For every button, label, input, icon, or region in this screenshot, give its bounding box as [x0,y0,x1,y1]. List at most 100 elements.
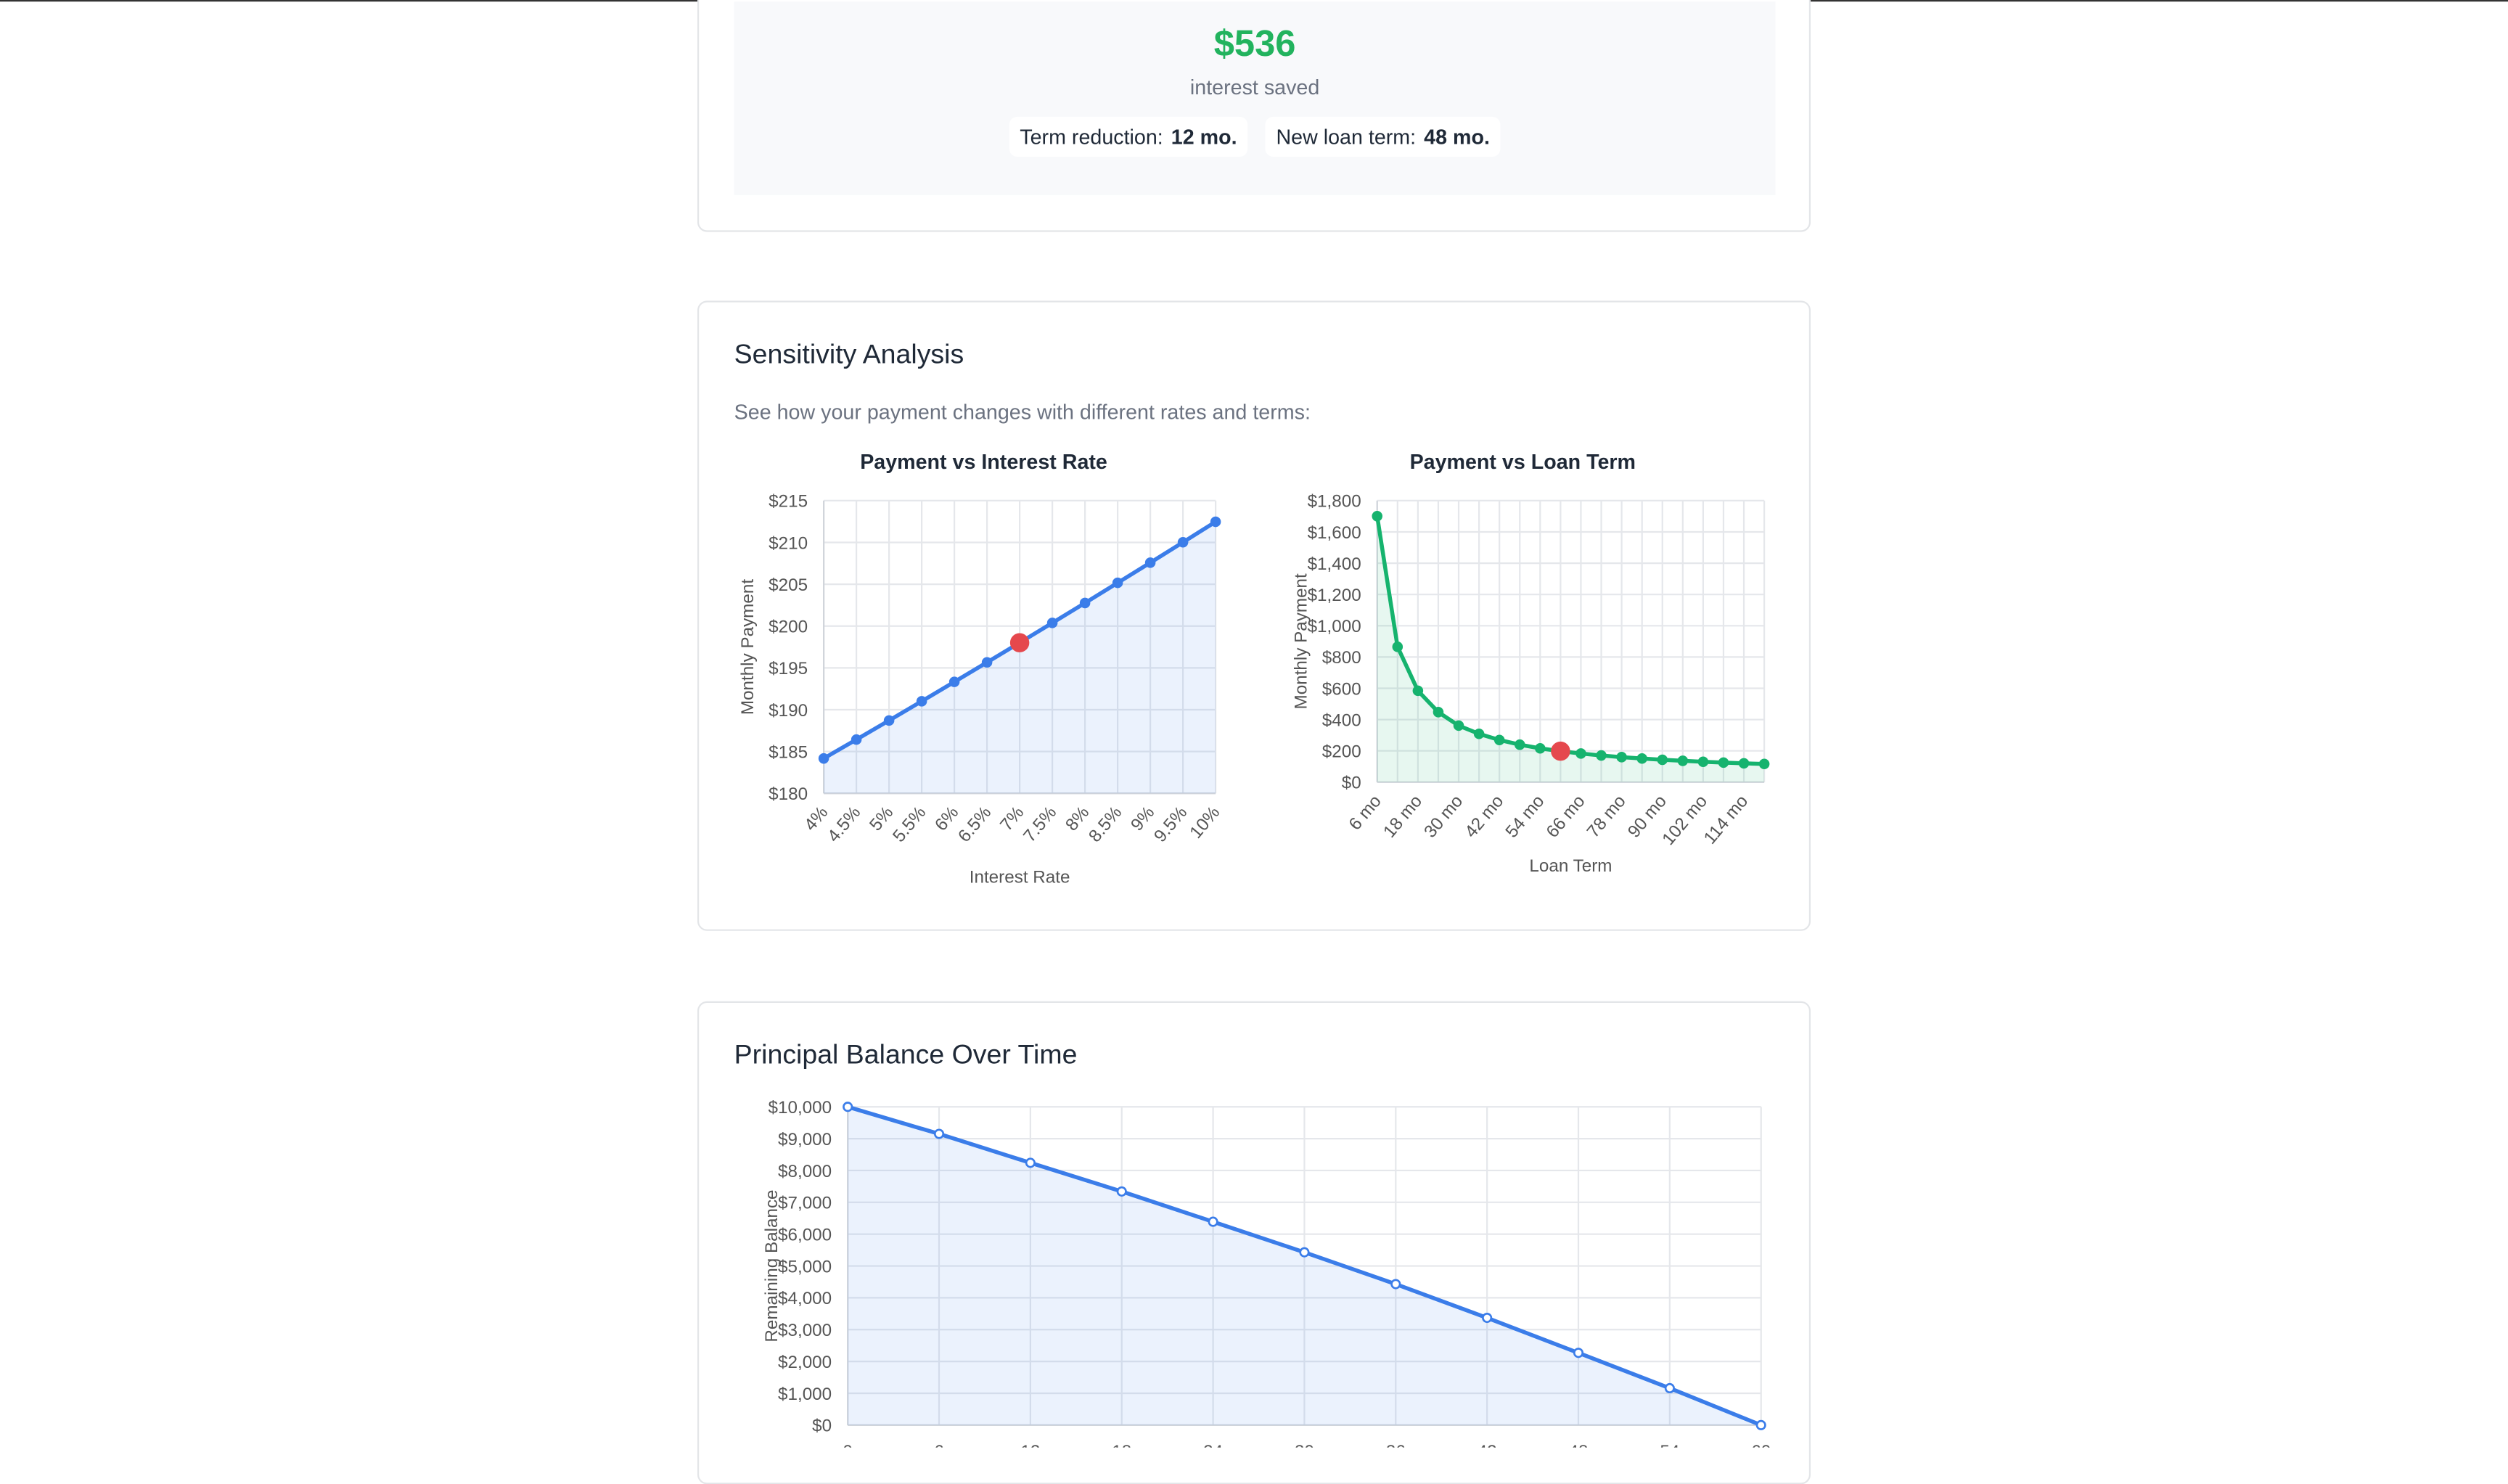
x-tick-label: 8.5% [1085,803,1126,846]
point [1535,742,1546,754]
point [1144,557,1156,568]
y-tick-label: $1,200 [1308,586,1361,605]
y-axis-title: Remaining Balance [762,1189,782,1342]
x-tick-label: 18 [1112,1442,1131,1448]
point [1177,537,1189,548]
x-tick-label: 12 [1020,1442,1040,1448]
y-tick-label: $7,000 [778,1194,832,1213]
point [1372,511,1383,522]
x-tick-label: 7.5% [1020,803,1060,846]
y-tick-label: $8,000 [778,1162,832,1181]
x-axis-title: Interest Rate [970,868,1070,887]
x-tick-label: 5.5% [889,803,930,846]
new-term: New loan term: 48 mo. [1265,116,1501,157]
point [1412,685,1424,697]
x-tick-label: 6.5% [954,803,995,846]
x-tick-label: 0 [843,1442,852,1448]
term-reduction: Term reduction: 12 mo. [1008,116,1248,157]
point [1738,758,1750,769]
interest-saved-amount: $536 [1213,22,1296,65]
point [883,715,895,726]
y-tick-label: $185 [769,742,808,762]
point [1079,597,1091,609]
point [1573,1348,1584,1358]
point [1697,756,1709,767]
chart-title: Payment vs Interest Rate [860,451,1107,474]
point [1596,750,1607,761]
y-tick-label: $2,000 [778,1353,832,1372]
point [1657,754,1668,766]
x-tick-label: 78 mo [1583,792,1630,842]
y-tick-label: $1,000 [1308,617,1361,636]
y-tick-label: $195 [769,659,808,679]
point [1664,1382,1675,1394]
x-tick-label: 48 [1569,1442,1589,1448]
y-tick-label: $9,000 [778,1130,832,1149]
label: New loan term: [1276,124,1417,149]
x-tick-label: 42 mo [1461,792,1507,842]
y-tick-label: $400 [1322,710,1361,730]
chart-title: Payment vs Loan Term [1410,451,1636,474]
point [843,1102,853,1112]
x-tick-label: 30 mo [1420,792,1467,842]
y-tick-label: $210 [769,533,808,553]
x-tick-label: 24 [1203,1442,1223,1448]
x-tick-label: 54 mo [1502,792,1549,842]
point [1575,748,1586,759]
y-tick-label: $800 [1322,648,1361,668]
y-tick-label: $1,000 [778,1385,832,1404]
area [1377,516,1765,782]
point [1718,757,1729,768]
y-axis-title: Monthly Payment [1292,573,1311,709]
interest-saved-caption: interest saved [1189,75,1320,99]
y-tick-label: $10,000 [769,1098,832,1118]
y-tick-label: $0 [1342,774,1361,793]
point [1677,755,1689,766]
point [948,676,960,687]
point [1392,641,1403,652]
area [848,1107,1761,1425]
x-tick-label: 10% [1186,803,1224,843]
point [1433,707,1444,718]
y-tick-label: $6,000 [778,1225,832,1245]
y-tick-label: $180 [769,784,808,804]
point [981,657,993,668]
y-axis-title: Monthly Payment [738,579,758,715]
charts: Payment vs Interest Rate $180 $185 $190 $195… [738,451,1771,1448]
point [1616,752,1627,763]
savings-box: $536 interest saved Term reduction: 12 mo… [734,1,1776,195]
point [1514,739,1525,750]
area [824,522,1216,794]
point [1473,728,1485,739]
point [933,1128,945,1139]
point [916,696,927,707]
point [1390,1279,1401,1290]
y-tick-label: $0 [812,1417,832,1436]
balance-card: Principal Balance Over Time [697,1001,1811,1484]
point [851,734,862,745]
highlight-point [1551,741,1570,761]
value: 48 mo. [1424,124,1490,149]
x-tick-label: 36 [1386,1442,1406,1448]
point [1112,577,1123,589]
point [1210,516,1221,528]
point [1025,1157,1036,1168]
x-tick-label: 42 [1478,1442,1497,1448]
sensitivity-card: Sensitivity Analysis See how your paymen… [697,300,1811,931]
x-tick-label: 6 mo [1345,792,1385,835]
point [1493,734,1505,746]
point [1116,1186,1127,1197]
x-tick-label: 60 [1751,1442,1771,1448]
x-tick-label: 114 mo [1700,792,1752,848]
y-tick-label: $1,600 [1308,523,1361,543]
point [1299,1247,1310,1258]
y-tick-label: $205 [769,575,808,595]
y-tick-label: $200 [769,618,808,637]
x-tick-label: 54 [1660,1442,1679,1448]
point [1636,753,1647,764]
y-tick-label: $600 [1322,679,1361,699]
y-tick-label: $5,000 [778,1257,832,1276]
y-tick-label: $4,000 [778,1289,832,1308]
